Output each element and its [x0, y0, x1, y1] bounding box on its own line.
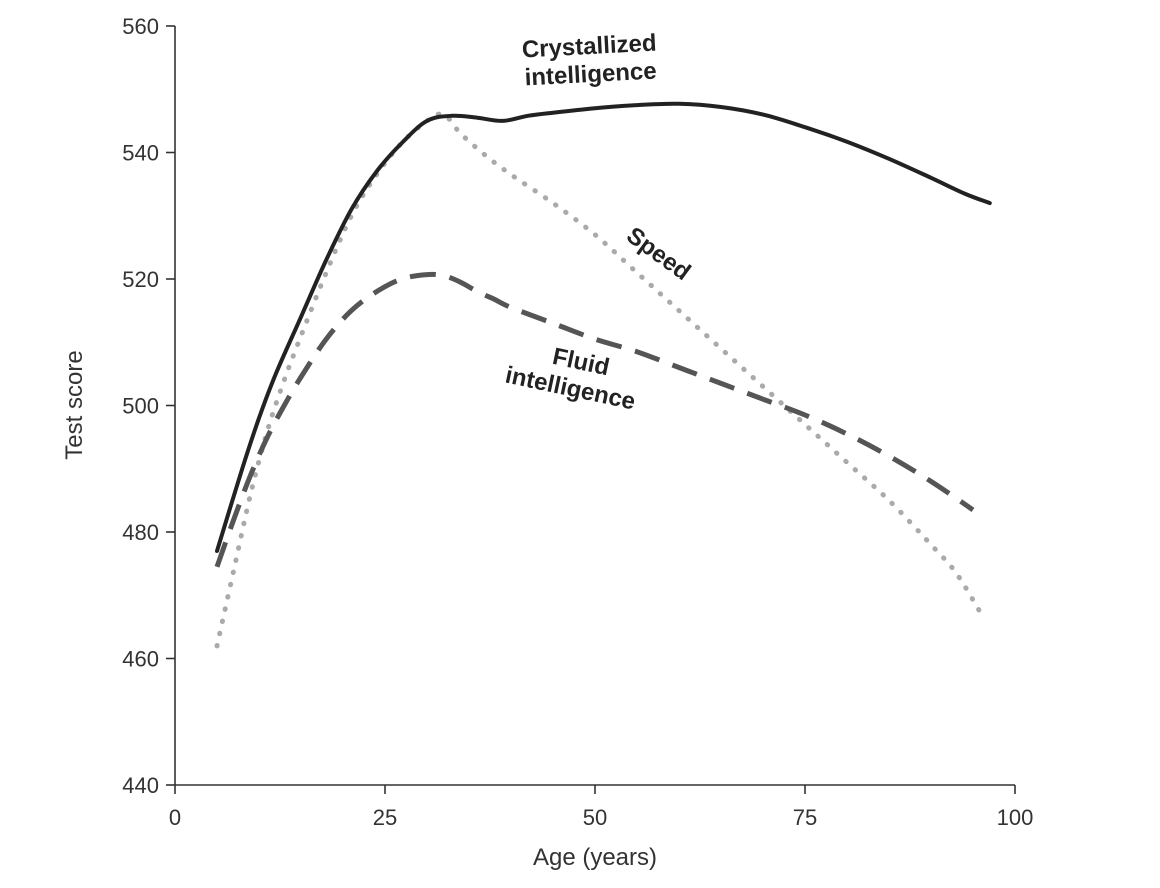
x-tick-label: 100 — [997, 805, 1034, 830]
series-label-crystallized: Crystallized intelligence — [521, 30, 657, 92]
x-tick-label: 0 — [169, 805, 181, 830]
y-tick-label: 480 — [122, 520, 159, 545]
y-axis-title: Test score — [61, 350, 88, 459]
y-tick-label: 500 — [122, 394, 159, 419]
series-label-fluid: Fluid intelligence — [503, 343, 638, 415]
x-axis-title: Age (years) — [533, 844, 657, 871]
series-layer — [214, 101, 992, 649]
y-tick-label: 540 — [122, 141, 159, 166]
speed-label: Speed — [621, 222, 695, 286]
crystallized-intelligence-line — [215, 101, 992, 553]
y-tick-label: 440 — [122, 773, 159, 798]
y-tick-label: 460 — [122, 647, 159, 672]
ticks: 440 460 480 500 520 540 560 0 25 50 75 100 — [122, 14, 1033, 830]
x-tick-label: 50 — [583, 805, 607, 830]
y-tick-label: 560 — [122, 14, 159, 39]
crystallized-label-line-2: intelligence — [524, 58, 657, 92]
x-tick-label: 75 — [793, 805, 817, 830]
speed-line — [214, 111, 984, 649]
y-tick-label: 520 — [122, 267, 159, 292]
fluid-intelligence-line — [214, 271, 975, 568]
x-tick-label: 25 — [373, 805, 397, 830]
